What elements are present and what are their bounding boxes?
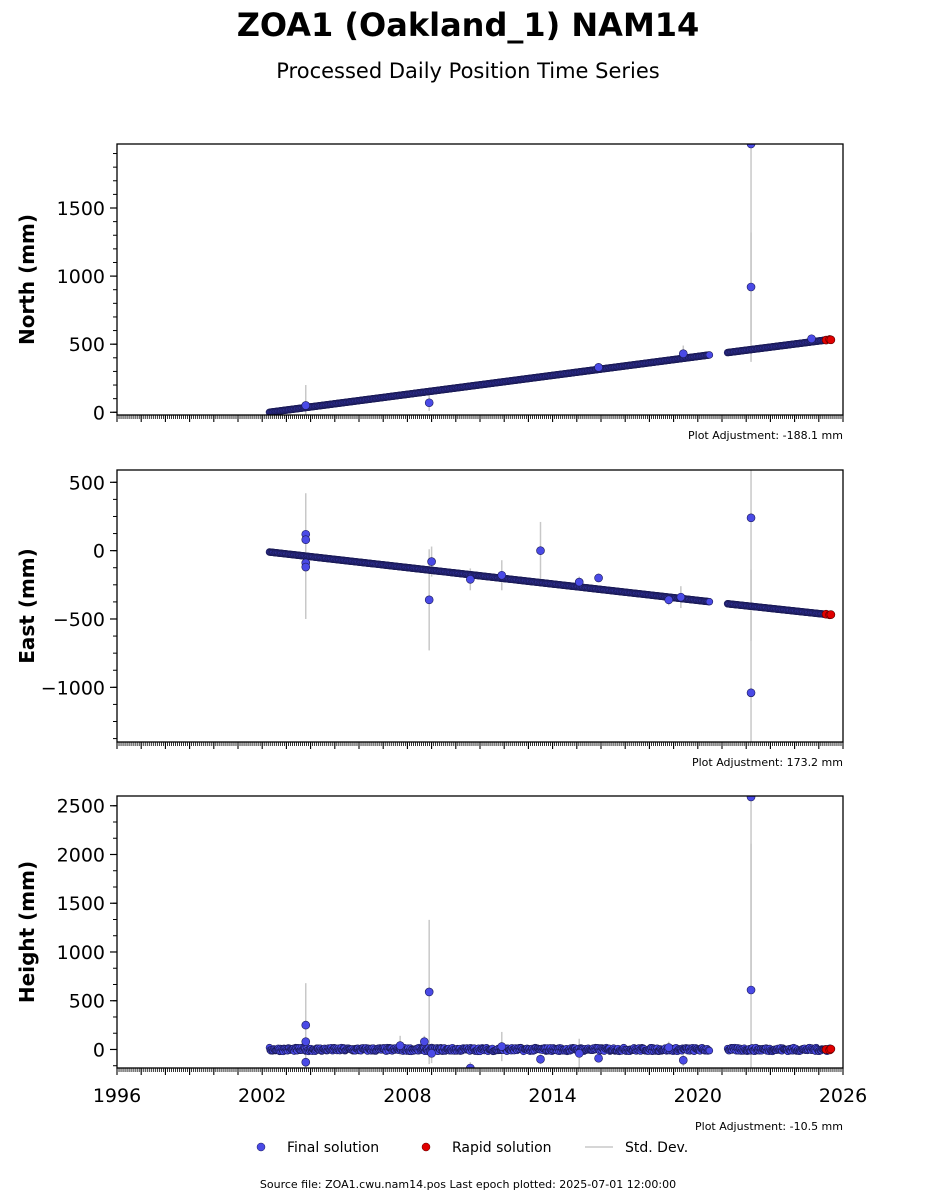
y-tick-label: 500	[69, 991, 105, 1013]
y-axis-label: East (mm)	[15, 548, 39, 664]
final-solution-series	[265, 1043, 835, 1056]
outlier-point	[746, 985, 756, 995]
y-tick-label: 0	[93, 1039, 105, 1061]
legend-final-label: Final solution	[287, 1140, 379, 1156]
rapid-solution-point	[826, 610, 836, 619]
final-solution-series	[265, 548, 835, 619]
outlier-point	[497, 1042, 507, 1051]
outlier-point	[746, 282, 756, 292]
legend-final-marker	[256, 1142, 266, 1152]
outlier-point	[301, 1057, 311, 1067]
outlier-point	[497, 570, 507, 580]
outlier-point	[676, 592, 686, 602]
panel-2: −1000 −500 0 500 East (mm) Plot Adjustment: 1…	[15, 469, 844, 769]
outlier-point	[746, 144, 756, 149]
plot-adjustment-note: Plot Adjustment: -10.5 mm	[695, 1120, 843, 1133]
plot-adjustment-note: Plot Adjustment: 173.2 mm	[692, 756, 843, 769]
outlier-point	[301, 1037, 311, 1046]
panel-1: 0 500 1000 1500 North (mm) Plot Adjustment: -…	[15, 143, 844, 442]
outlier-point	[427, 557, 436, 566]
y-tick-label: 2000	[57, 844, 105, 866]
final-solution-point	[705, 351, 714, 359]
x-tick-label: 2020	[674, 1085, 722, 1107]
panel-3: 0 500 1000 1500 2000 2500 1996 2002 2008 2014 2020…	[15, 795, 867, 1133]
y-tick-label: 1000	[57, 942, 105, 964]
rapid-solution-point	[826, 335, 836, 345]
y-axis-label: Height (mm)	[15, 861, 39, 1003]
outlier-point	[301, 401, 311, 410]
outlier-point	[395, 1041, 405, 1050]
y-tick-label: 0	[93, 541, 105, 563]
outlier-point	[746, 796, 756, 802]
outlier-point	[424, 398, 434, 408]
outlier-point	[678, 349, 688, 359]
legend-std-label: Std. Dev.	[625, 1140, 688, 1156]
outlier-point	[807, 334, 816, 344]
final-solution-point	[705, 598, 714, 606]
outlier-point	[746, 513, 756, 523]
y-axis-label: North (mm)	[15, 214, 39, 345]
legend-rapid-label: Rapid solution	[452, 1140, 552, 1156]
outlier-point	[664, 595, 674, 605]
outlier-point	[466, 1063, 475, 1068]
outlier-point	[594, 573, 603, 583]
plot-area	[265, 144, 836, 415]
outlier-point	[301, 535, 311, 545]
outlier-point	[594, 1053, 603, 1063]
plot-area	[265, 470, 836, 742]
outlier-point	[678, 1055, 688, 1065]
outlier-point	[301, 562, 311, 572]
outlier-point	[427, 1049, 436, 1058]
figure-title: ZOA1 (Oakland_1) NAM14	[237, 6, 700, 44]
figure-subtitle: Processed Daily Position Time Series	[276, 59, 660, 83]
y-tick-label: 1000	[57, 266, 105, 288]
x-tick-label: 2026	[819, 1085, 867, 1107]
outlier-point	[594, 363, 603, 372]
plot-area	[265, 796, 836, 1068]
y-tick-label: 500	[69, 334, 105, 356]
y-tick-label: 0	[93, 402, 105, 424]
outlier-point	[574, 577, 584, 587]
legend-rapid-marker	[421, 1142, 431, 1152]
y-tick-label: 500	[69, 472, 105, 494]
source-note: Source file: ZOA1.cwu.nam14.pos Last epo…	[260, 1178, 676, 1191]
plot-adjustment-note: Plot Adjustment: -188.1 mm	[688, 429, 843, 442]
panels: 0 500 1000 1500 North (mm) Plot Adjustment: -…	[15, 143, 867, 1133]
axes-frame	[116, 795, 844, 1069]
outlier-point	[536, 1054, 545, 1064]
outlier-point	[420, 1037, 429, 1046]
x-tick-label: 2002	[238, 1085, 286, 1107]
outlier-point	[746, 688, 756, 698]
y-tick-label: −500	[53, 609, 105, 631]
rapid-solution-point	[826, 1044, 836, 1054]
x-tick-label: 2008	[383, 1085, 431, 1107]
y-tick-label: −1000	[41, 677, 105, 699]
y-tick-label: 1500	[57, 198, 105, 220]
outlier-point	[301, 1020, 311, 1030]
y-tick-label: 1500	[57, 893, 105, 915]
outlier-point	[466, 575, 475, 584]
final-solution-point	[705, 1046, 714, 1055]
axes-frame	[116, 143, 844, 416]
legend: Final solution Rapid solution Std. Dev.	[256, 1140, 688, 1156]
y-tick-label: 2500	[57, 796, 105, 818]
x-tick-label: 2014	[528, 1085, 576, 1107]
final-solution-series	[265, 335, 835, 415]
outlier-point	[536, 546, 545, 555]
outlier-point	[424, 987, 434, 997]
outlier-point	[664, 1043, 674, 1052]
x-tick-label: 1996	[93, 1085, 141, 1107]
outlier-point	[574, 1049, 584, 1058]
outlier-point	[424, 595, 434, 605]
